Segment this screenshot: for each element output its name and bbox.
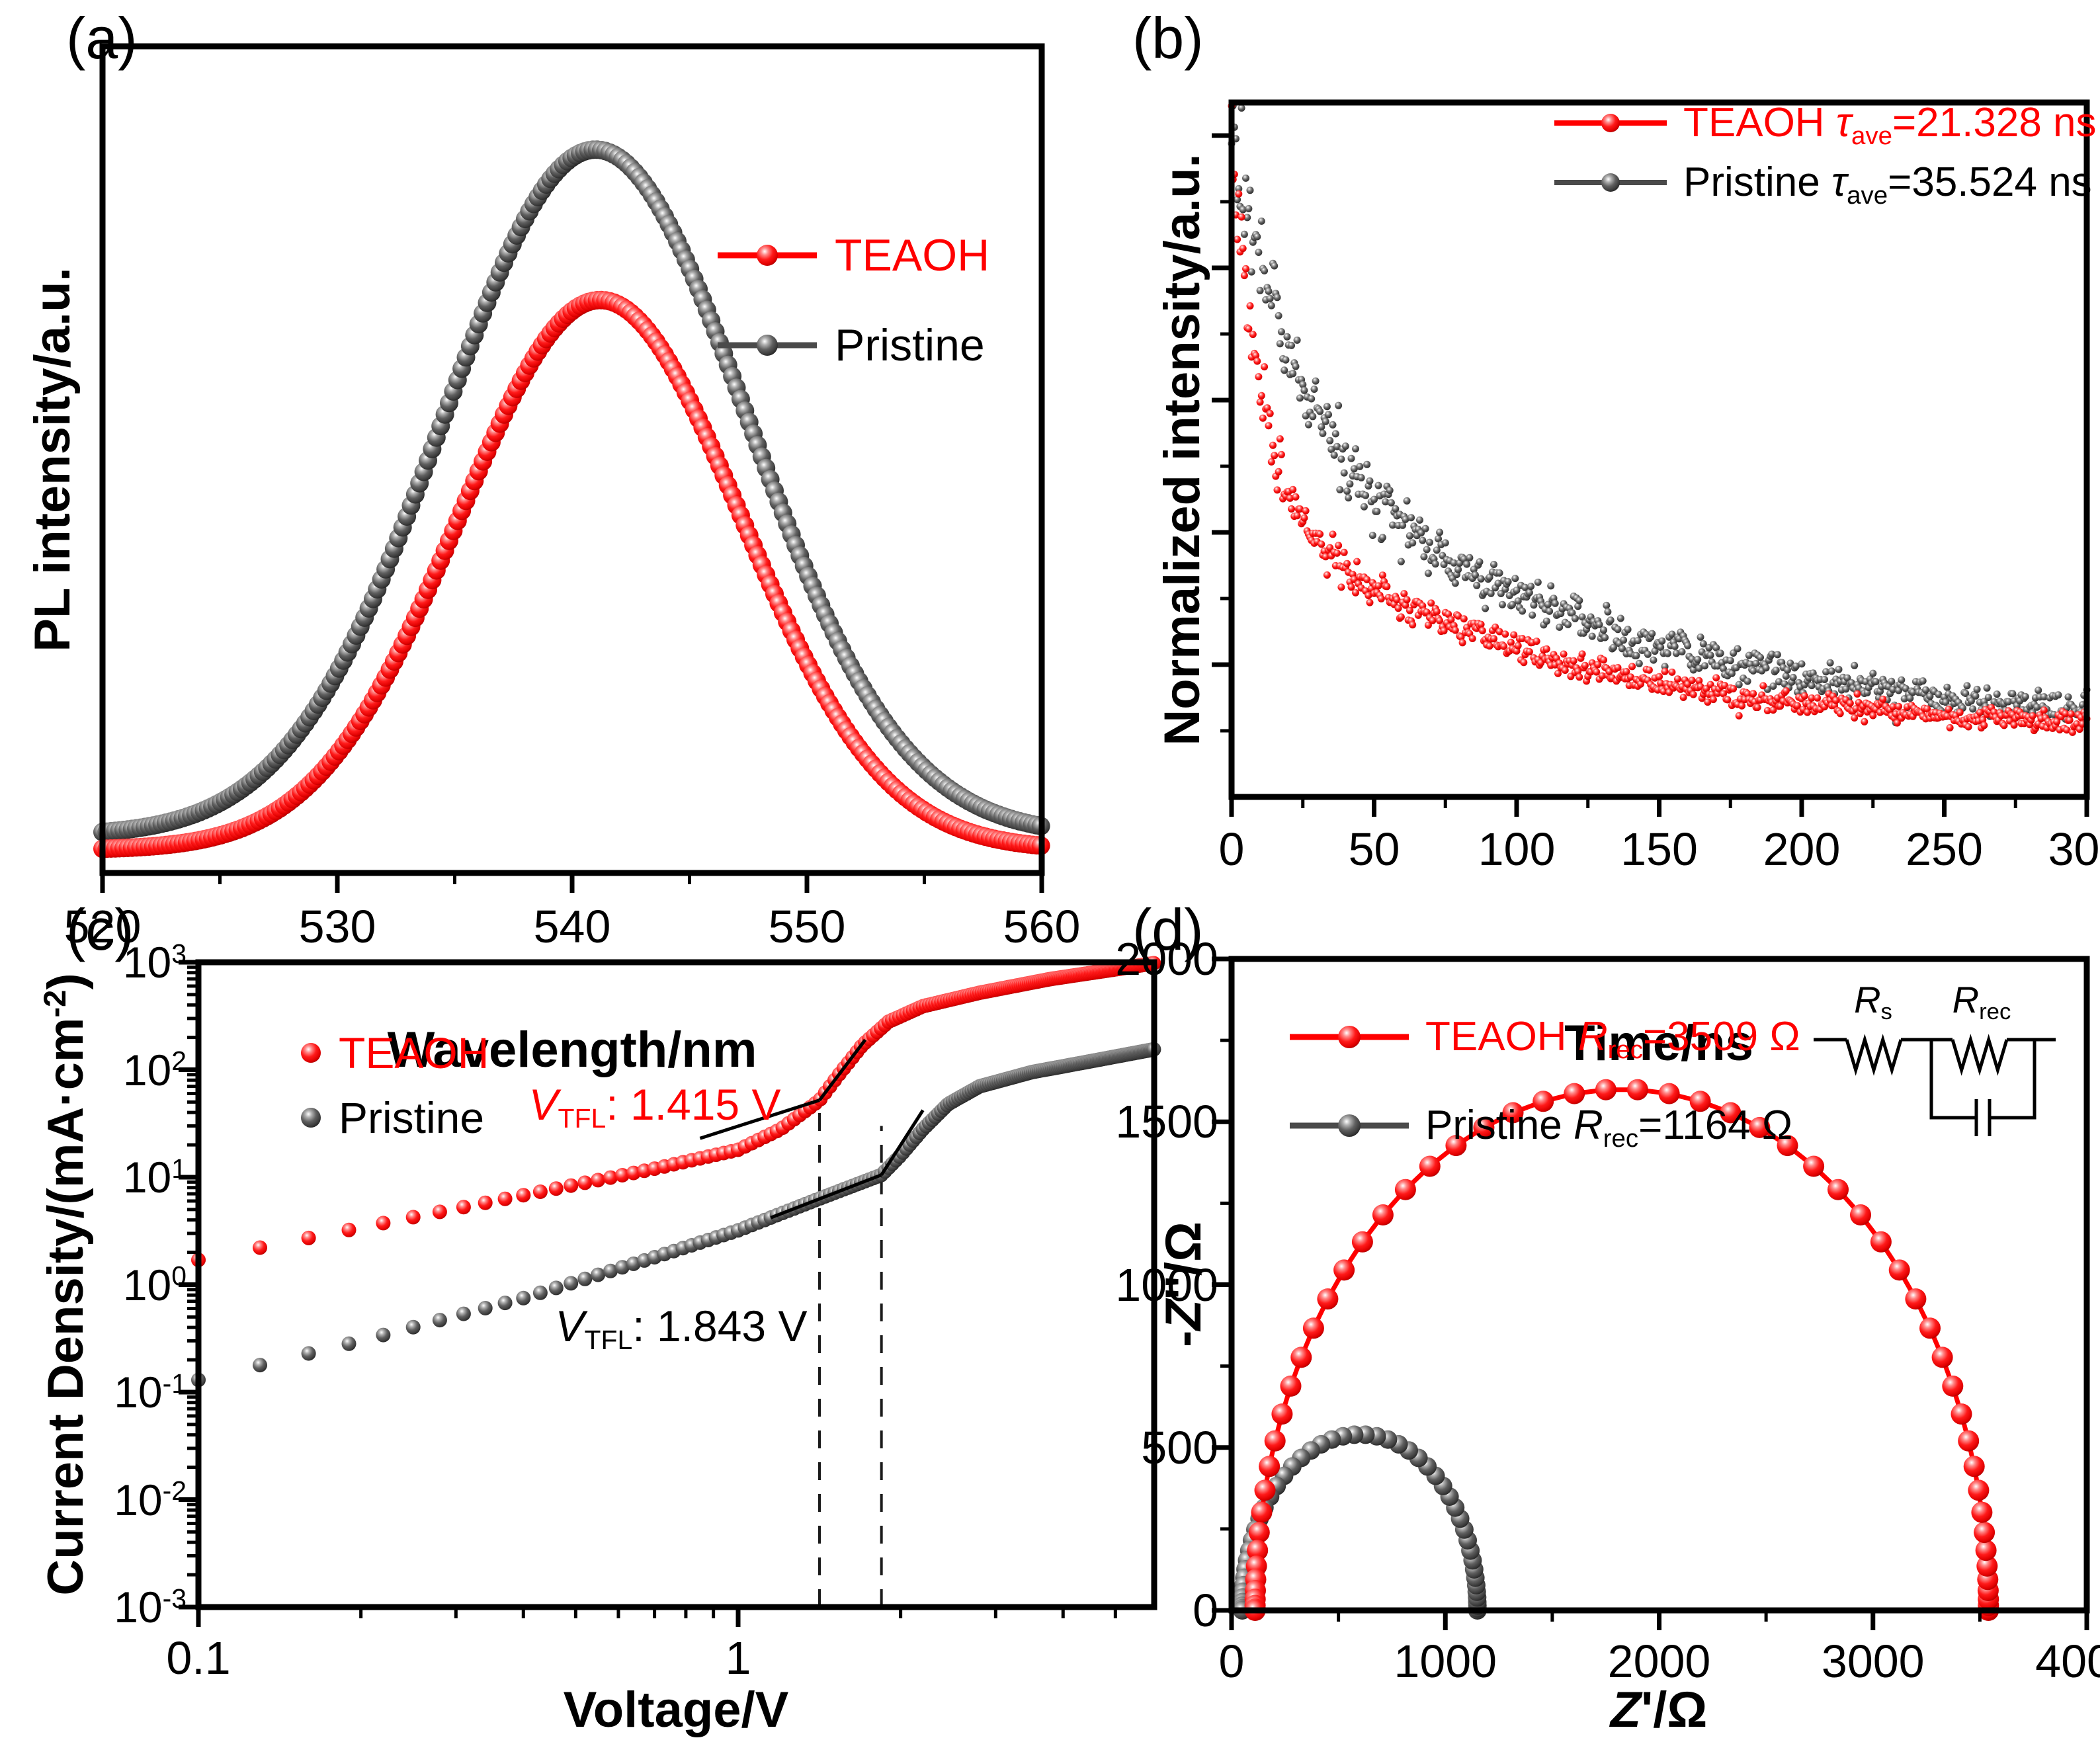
panel-c-ytick-0.1: 10-1 [114,1368,187,1417]
panel-c-legend-marker-teaoh [301,1043,321,1063]
panel-a-xtick-550: 550 [768,901,846,952]
panel-b-frame [1228,99,2090,800]
panel-b-xtick-0: 0 [1218,823,1245,875]
panel-b-legend-marker-pristine [1554,173,1667,192]
panel-d-ytick-0: 0 [1193,1585,1218,1636]
panel-b-decay-teaoh [1228,102,2091,736]
panel-a-curve-pristine [93,140,1050,842]
panel-b-legend-teaoh: TEAOH τave=21.328 ns [1683,100,2097,150]
panel-a [93,140,1050,893]
panel-d-xtick-2000: 2000 [1607,1636,1711,1687]
panel-c-fit-line-2 [770,1173,882,1220]
panel-d-circuit-inset [1814,1034,2056,1136]
panel-d-circuit-label-rrec: Rrec [1952,979,2011,1025]
panel-d-legend-marker-teaoh [1290,1026,1409,1048]
panel-d-legend-teaoh: TEAOH Rrec=3509 Ω [1425,1014,1800,1064]
panel-c-xlabel: Voltage/V [563,1682,789,1738]
panel-c-fit-line-0 [699,1098,820,1140]
panel-d-ytick-1500: 1500 [1115,1096,1218,1148]
panel-a-xtick-540: 540 [533,901,611,952]
panel-c-fit-line-3 [880,1109,925,1176]
panel-b-decay-pristine [1228,102,2091,727]
panel-b-ticks [1212,133,2089,817]
panel-c-ytick-0.01: 10-2 [114,1475,187,1524]
panel-b-ylabel: Normalized intensity/a.u. [1154,153,1210,746]
panel-a-legend-marker-pristine [718,335,817,356]
panel-d-xlabel: Z'/Ω [1610,1682,1708,1738]
panel-d-circuit-label-rs: Rs [1854,979,1892,1025]
panel-a-legend-pristine: Pristine [835,320,985,370]
panel-b-xtick-300: 300 [2048,823,2100,875]
panel-c [179,956,1161,1627]
panel-c-frame [195,959,1157,1610]
panel-c-xtick-1: 1 [725,1632,751,1684]
panel-c-legend-marker-pristine [301,1108,321,1128]
panel-a-legend-marker-teaoh [718,245,817,266]
panel-d-xtick-1000: 1000 [1394,1636,1497,1687]
panel-b-legend-pristine: Pristine τave=35.524 ns [1683,159,2092,210]
panel-a-frame [99,43,1045,876]
panel-c-xtick-0.1: 0.1 [166,1632,231,1684]
panel-b [1212,102,2091,817]
panel-b-xtick-250: 250 [1906,823,1983,875]
panel-label-c: (c) [66,897,134,962]
panel-c-ylabel: Current Density/(mA·cm-2) [37,973,94,1596]
panel-a-xtick-530: 530 [298,901,376,952]
panel-a-xlabel: Wavelength/nm [387,1022,757,1078]
panel-b-xtick-50: 50 [1348,823,1400,875]
panel-label-d: (d) [1132,897,1204,962]
panel-a-ylabel: PL intensity/a.u. [24,267,81,652]
panel-d-legend-pristine: Pristine Rrec=1164 Ω [1425,1102,1793,1153]
panel-label-a: (a) [66,5,138,71]
panel-d-ytick-1000: 1000 [1115,1259,1218,1311]
panel-b-xtick-150: 150 [1620,823,1698,875]
panel-b-xtick-200: 200 [1763,823,1841,875]
panel-c-legend-teaoh: TEAOH [339,1028,489,1077]
panel-c-vtfl-annotation-pristine: VTFL: 1.843 V [555,1302,808,1356]
panel-d-frame [1228,956,2090,1614]
panel-a-legend-teaoh: TEAOH [835,230,990,280]
panel-d-xtick-0: 0 [1218,1636,1245,1687]
panel-label-b: (b) [1132,5,1204,71]
panel-c-ticks [179,960,1117,1627]
panel-b-xtick-100: 100 [1478,823,1556,875]
panel-a-xtick-560: 560 [1003,901,1081,952]
panel-c-ytick-10: 101 [122,1153,187,1202]
panel-d-ytick-500: 500 [1141,1421,1218,1473]
panel-d-legend-marker-pristine [1290,1114,1409,1137]
panel-d-arc-teaoh [1244,1079,1999,1621]
panel-c-ytick-100: 102 [122,1045,187,1095]
panel-d-ylabel: -Z''/Ω [1155,1222,1212,1347]
panel-a-xtick-520: 520 [63,901,142,952]
panel-c-curve-pristine [191,1042,1161,1388]
panel-d [1212,956,2089,1630]
panel-c-fit-line-1 [818,1038,867,1102]
panel-d-xtick-3000: 3000 [1821,1636,1925,1687]
panel-c-ytick-1000: 103 [122,938,187,987]
panel-a-curve-teaoh [93,290,1050,858]
panel-c-vtfl-annotation-teaoh: VTFL: 1.415 V [528,1080,781,1134]
panel-c-ytick-1: 100 [122,1260,187,1309]
panel-c-legend-pristine: Pristine [339,1093,485,1142]
panel-d-ytick-2000: 2000 [1115,933,1218,985]
panel-c-ytick-0.001: 10-3 [114,1583,187,1632]
panel-b-xlabel: Time/ns [1564,1015,1753,1071]
panel-b-legend-marker-teaoh [1554,114,1667,132]
